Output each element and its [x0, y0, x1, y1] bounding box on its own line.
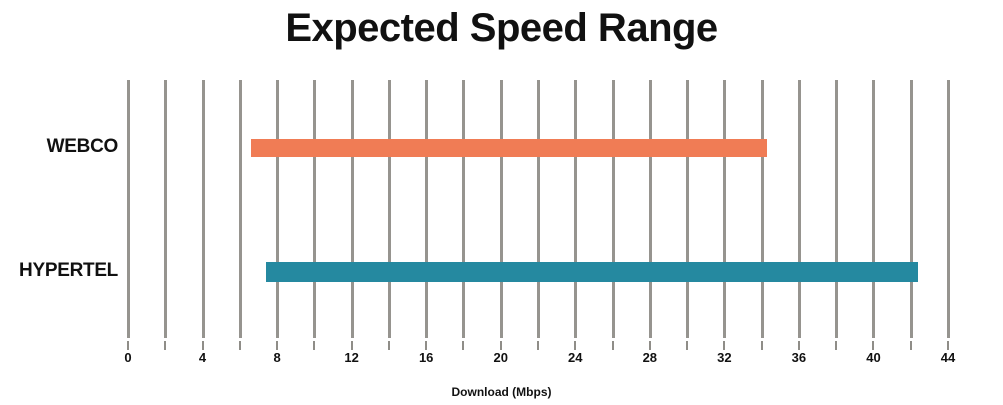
- x-tick-label: 20: [493, 350, 508, 365]
- gridline: [760, 80, 764, 338]
- x-tick-label: 8: [273, 350, 281, 365]
- x-tick-label: 12: [344, 350, 359, 365]
- x-tick-mark-minor: [238, 341, 241, 350]
- gridline: [648, 80, 652, 338]
- x-tick-label: 16: [418, 350, 434, 365]
- x-tick-mark-minor: [909, 341, 912, 350]
- gridline: [387, 80, 391, 338]
- x-tick-mark-minor: [537, 341, 539, 350]
- gridline: [425, 80, 429, 338]
- x-tick-mark: [723, 341, 726, 350]
- gridline: [835, 80, 839, 338]
- x-tick-mark: [499, 341, 502, 350]
- plot-area: [127, 80, 950, 338]
- x-tick-mark: [947, 341, 949, 350]
- gridline: [797, 80, 801, 338]
- gridline: [947, 80, 950, 338]
- x-tick-label: 36: [791, 350, 807, 365]
- gridline: [201, 80, 205, 338]
- gridline: [350, 80, 354, 338]
- x-tick-mark-minor: [611, 341, 614, 350]
- x-tick-mark-minor: [686, 341, 689, 350]
- x-tick-mark: [872, 341, 875, 350]
- x-tick-label: 4: [198, 350, 207, 365]
- gridline: [723, 80, 727, 338]
- gridline: [611, 80, 615, 338]
- chart-title: Expected Speed Range: [285, 6, 718, 50]
- x-tick-mark-minor: [760, 341, 763, 350]
- gridline: [127, 80, 130, 338]
- gridline: [462, 80, 466, 338]
- category-label-hypertel: HYPERTEL: [19, 260, 118, 281]
- x-tick-mark: [201, 341, 204, 350]
- x-tick-label: 24: [568, 350, 583, 365]
- x-tick-label: 28: [642, 350, 658, 365]
- gridline: [313, 80, 317, 338]
- x-tick-label: 40: [866, 350, 881, 365]
- x-tick-mark: [276, 341, 279, 350]
- x-tick-mark: [797, 341, 800, 350]
- x-tick-mark: [648, 341, 651, 350]
- x-tick-mark-minor: [462, 341, 465, 350]
- x-tick-mark-minor: [835, 341, 838, 350]
- gridline: [164, 80, 168, 338]
- gridline: [537, 80, 540, 338]
- x-tick-label: 0: [124, 350, 132, 365]
- x-tick-mark: [127, 341, 129, 350]
- range-bar-hypertel[interactable]: [265, 262, 919, 282]
- x-tick-mark: [350, 341, 353, 350]
- gridline: [238, 80, 242, 338]
- x-axis-title: Download (Mbps): [451, 385, 552, 399]
- gridline: [276, 80, 280, 338]
- x-tick-mark-minor: [313, 341, 316, 350]
- x-tick-mark: [574, 341, 577, 350]
- gridline: [499, 80, 503, 338]
- x-tick-mark: [425, 341, 428, 350]
- gridline: [909, 80, 913, 338]
- category-label-webco: WEBCO: [46, 136, 119, 157]
- range-bar-webco[interactable]: [251, 139, 768, 157]
- x-tick-mark-minor: [387, 341, 390, 350]
- gridline: [872, 80, 876, 338]
- x-tick-label: 32: [717, 350, 732, 365]
- gridline: [686, 80, 690, 338]
- gridline: [574, 80, 578, 338]
- x-tick-mark-minor: [164, 341, 167, 350]
- x-tick-label: 44: [940, 350, 956, 365]
